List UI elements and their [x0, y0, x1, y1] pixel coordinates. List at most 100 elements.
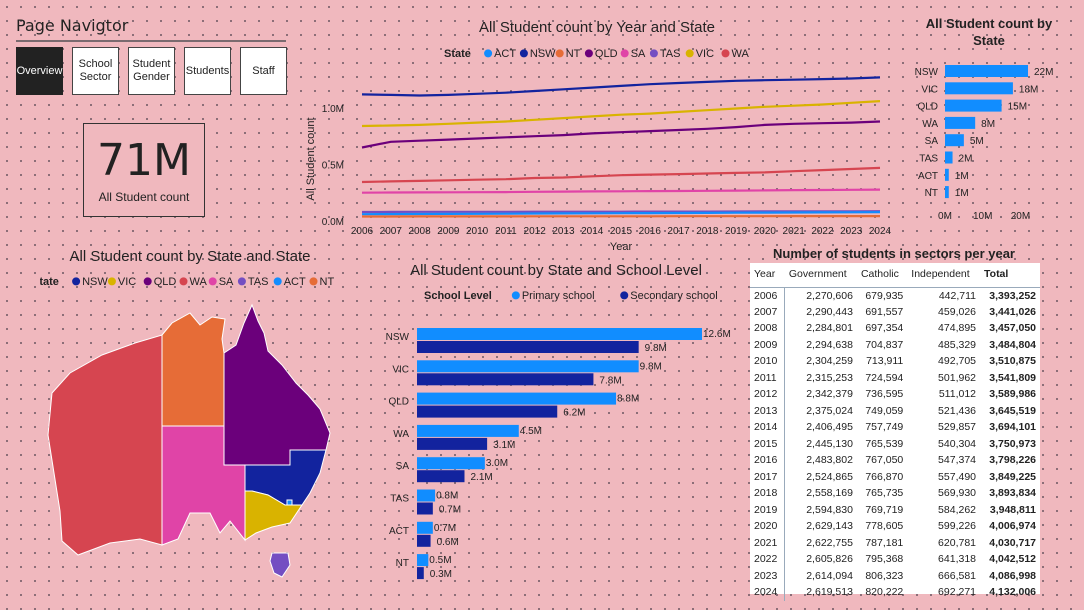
line-xtick: 2024	[869, 226, 892, 237]
level-bar-secondary-vic[interactable]	[417, 373, 594, 386]
map-legend-item[interactable]: VIC	[118, 276, 136, 288]
level-bar-secondary-qld[interactable]	[417, 405, 558, 418]
line-series-qld[interactable]	[361, 120, 881, 149]
table-cell: 641,318	[938, 553, 977, 566]
level-bar-primary-act[interactable]	[417, 521, 433, 534]
line-series-sa[interactable]	[361, 188, 881, 194]
map-chart[interactable]: All Student count by State and State Sta…	[40, 243, 360, 583]
level-bar-secondary-sa[interactable]	[417, 470, 465, 483]
sector-table[interactable]: Year Government Catholic Independent Total 2…	[750, 263, 1040, 601]
level-legend-marker	[511, 291, 520, 300]
map-region-act[interactable]	[286, 499, 293, 506]
table-cell: 2014	[750, 419, 786, 436]
nav-button-overview[interactable]: Overview	[16, 47, 63, 95]
level-bar-primary-label: 8.8M	[617, 394, 639, 405]
map-region-sa[interactable]	[161, 425, 246, 546]
table-cell: 2,445,130	[806, 437, 853, 450]
line-legend-item[interactable]: SA	[631, 48, 646, 60]
map-legend-item[interactable]: NT	[320, 276, 335, 288]
level-bar-primary-sa[interactable]	[417, 457, 485, 470]
level-category: QLD	[388, 397, 409, 408]
table-header-year[interactable]: Year	[750, 263, 785, 288]
level-bar-secondary-nsw[interactable]	[417, 341, 639, 353]
level-bar-primary-nsw[interactable]	[417, 328, 702, 340]
line-series-nsw[interactable]	[361, 76, 881, 97]
table-row: 2017 2,524,865 766,870 557,490 3,849,225	[750, 468, 1040, 485]
line-legend-item[interactable]: TAS	[660, 48, 681, 60]
table-cell: 501,962	[938, 371, 977, 384]
line-chart[interactable]: All Student count by Year and State Stat…	[290, 12, 900, 257]
table-cell: 795,368	[865, 553, 904, 566]
state-bar-sa[interactable]	[945, 134, 964, 147]
level-bar-secondary-wa[interactable]	[417, 437, 488, 450]
map-legend-item[interactable]: TAS	[248, 276, 269, 288]
table-row: 2011 2,315,253 724,594 501,962 3,541,809	[750, 369, 1040, 386]
map-region-tas[interactable]	[269, 552, 291, 578]
map-region-vic[interactable]	[244, 490, 303, 541]
nav-button-school-sector[interactable]: School Sector	[72, 47, 119, 95]
level-bar-secondary-tas[interactable]	[417, 502, 433, 515]
level-bar-secondary-act[interactable]	[417, 534, 431, 547]
line-legend-item[interactable]: ACT	[494, 48, 516, 60]
line-series-wa[interactable]	[361, 166, 881, 184]
level-bar-secondary-nt[interactable]	[417, 567, 424, 580]
map-legend-marker	[72, 277, 81, 286]
line-series-act[interactable]	[361, 211, 881, 216]
line-series-vic[interactable]	[361, 100, 881, 128]
table-cell: 2,619,513	[806, 586, 853, 599]
table-row: 2024 2,619,513 820,222 692,271 4,132,006	[750, 584, 1040, 601]
state-bar-vic[interactable]	[945, 82, 1013, 95]
line-legend-item[interactable]: WA	[732, 48, 750, 60]
map-legend-item[interactable]: SA	[219, 276, 234, 288]
state-bar-nt[interactable]	[945, 186, 949, 199]
state-bar-category: NSW	[915, 67, 939, 78]
line-legend-item[interactable]: NT	[566, 48, 581, 60]
state-bar-wa[interactable]	[945, 116, 976, 129]
level-bar-primary-wa[interactable]	[417, 424, 519, 437]
table-header-catholic[interactable]: Catholic	[856, 263, 908, 288]
table-header-total[interactable]: Total	[980, 263, 1040, 288]
level-bar-primary-tas[interactable]	[417, 489, 436, 502]
state-bar-act[interactable]	[945, 168, 949, 181]
line-legend-marker	[620, 49, 629, 58]
table-header-independent[interactable]: Independent	[907, 263, 981, 288]
line-legend-item[interactable]: NSW	[530, 48, 556, 60]
level-bar-primary-nt[interactable]	[417, 554, 429, 567]
state-bar-tas[interactable]	[945, 151, 953, 164]
school-level-legend: School Level Primary school Secondary scho…	[424, 290, 718, 302]
state-bar-chart[interactable]: All Student count by State NSW 22M VIC 18M Q…	[905, 12, 1075, 224]
state-bar-category: TAS	[919, 154, 938, 165]
level-bar-primary-vic[interactable]	[417, 360, 639, 373]
table-cell: 2,315,253	[806, 371, 853, 384]
map-legend-item[interactable]: ACT	[284, 276, 306, 288]
map-legend-item[interactable]: QLD	[154, 276, 177, 288]
table-cell: 2010	[750, 353, 786, 370]
state-bar-label: 8M	[981, 119, 995, 130]
nav-button-student-gender[interactable]: Student Gender	[128, 47, 175, 95]
line-xtick: 2009	[437, 226, 460, 237]
table-header-government[interactable]: Government	[784, 263, 857, 288]
state-bar-category: ACT	[918, 171, 938, 182]
level-legend-item[interactable]: Primary school	[522, 290, 595, 302]
table-cell: 2012	[750, 386, 786, 403]
map-legend-item[interactable]: WA	[190, 276, 208, 288]
map-region-nt[interactable]	[161, 312, 226, 427]
state-bar-qld[interactable]	[945, 99, 1002, 112]
level-legend-item[interactable]: Secondary school	[630, 290, 717, 302]
level-bar-secondary-label: 0.6M	[437, 537, 459, 548]
school-level-bar-chart[interactable]: All Student count by State and School Le…	[375, 258, 745, 588]
table-cell: 2013	[750, 402, 786, 419]
table-cell: 679,935	[865, 289, 904, 302]
line-xtick: 2011	[495, 226, 517, 237]
state-bar-nsw[interactable]	[945, 65, 1028, 77]
line-legend-item[interactable]: VIC	[696, 48, 714, 60]
table-row: 2018 2,558,169 765,735 569,930 3,893,834	[750, 485, 1040, 502]
line-series-tas[interactable]	[361, 210, 881, 214]
nav-button-staff[interactable]: Staff	[240, 47, 287, 95]
nav-button-students[interactable]: Students	[184, 47, 231, 95]
level-bar-primary-qld[interactable]	[417, 392, 617, 405]
line-legend-item[interactable]: QLD	[595, 48, 618, 60]
map-legend-item[interactable]: NSW	[82, 276, 108, 288]
map-region-qld[interactable]	[223, 303, 331, 466]
map-region-wa[interactable]	[47, 334, 163, 556]
